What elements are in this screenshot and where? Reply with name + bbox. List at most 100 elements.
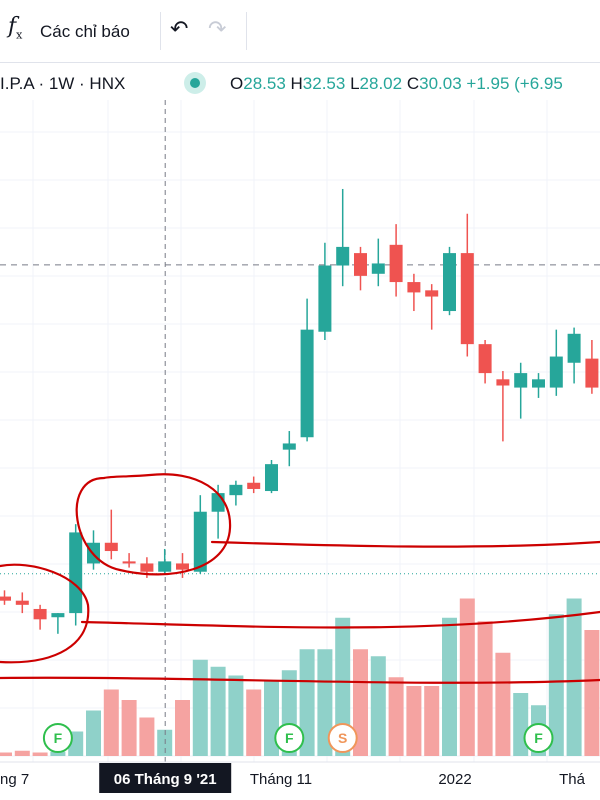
- candle-body: [104, 542, 118, 552]
- volume-bar: [477, 621, 493, 756]
- status-dot-icon: [184, 72, 206, 94]
- volume-bar: [32, 752, 48, 756]
- candle-body: [425, 290, 439, 297]
- x-tick-label: 2022: [438, 771, 471, 788]
- candle-body: [193, 511, 207, 572]
- open-key: O: [230, 74, 244, 93]
- volume-bar: [513, 693, 529, 756]
- candle-body: [282, 443, 296, 450]
- change-value: +1.95 (+6.95: [466, 74, 563, 93]
- event-marker-label: F: [54, 730, 63, 746]
- symbol-label[interactable]: I.P.A · 1W · HNX: [0, 74, 126, 93]
- volume-bar: [584, 630, 600, 756]
- toolbar-divider: [160, 12, 161, 50]
- candle-body: [176, 563, 189, 570]
- volume-bar: [246, 689, 262, 756]
- candle-body: [15, 600, 29, 605]
- candle-body: [265, 464, 278, 492]
- event-marker-icon: [327, 723, 358, 753]
- annotation-ellipse-mid: [75, 473, 232, 576]
- volume-bar: [139, 717, 155, 756]
- candle-body: [407, 282, 421, 293]
- candle-body: [318, 265, 332, 332]
- annotation-ellipse-left: [0, 563, 90, 664]
- toolbar-divider-2: [246, 12, 247, 50]
- event-marker-label: F: [285, 730, 294, 746]
- crosshair-label-bg: [99, 763, 232, 793]
- candle-body: [247, 482, 261, 489]
- volume-bar: [388, 677, 404, 756]
- volume-bar: [495, 652, 511, 756]
- close-value: 30.03: [419, 74, 462, 93]
- volume-bar: [175, 700, 190, 756]
- volume-bar: [566, 598, 582, 756]
- volume-series: [0, 598, 600, 756]
- candle-body: [460, 253, 474, 345]
- low-value: 28.02: [359, 74, 403, 93]
- candle-body: [532, 379, 545, 388]
- candle-body: [211, 493, 225, 512]
- low-key: L: [350, 74, 360, 93]
- annotation-line-2: [80, 610, 600, 629]
- volume-bar: [299, 649, 315, 756]
- annotation-line-3: [0, 676, 600, 684]
- candle-body: [514, 373, 528, 388]
- volume-bar: [210, 666, 226, 756]
- fx-icon[interactable]: fx: [8, 14, 22, 41]
- crosshair-date-label: 06 Tháng 9 '21: [114, 771, 217, 788]
- candle-body: [549, 356, 563, 388]
- candle-body: [496, 379, 510, 386]
- chart-toolbar: fx Các chỉ báo ↶ ↷: [0, 0, 600, 63]
- volume-bar: [459, 598, 475, 756]
- volume-bar: [548, 614, 564, 756]
- event-marker-label: S: [338, 730, 347, 746]
- volume-bar: [86, 710, 101, 756]
- volume-bar: [370, 656, 386, 756]
- volume-bar: [353, 649, 368, 756]
- fx-label: f: [8, 14, 17, 39]
- fx-sub: x: [16, 28, 23, 42]
- volume-bar: [103, 689, 119, 756]
- candle-body: [158, 561, 172, 572]
- hand-annotations: [0, 473, 600, 684]
- open-value: 28.53: [243, 74, 286, 93]
- candle-body: [585, 358, 599, 388]
- event-marker-icon: [42, 723, 73, 753]
- candle-body: [389, 244, 403, 283]
- ohlc-values: O28.53 H32.53 L28.02 C30.03 +1.95 (+6.95: [230, 74, 563, 94]
- candle-body: [478, 344, 492, 374]
- candle-body: [336, 246, 350, 266]
- candle-body: [567, 333, 581, 363]
- event-marker-icon: [523, 723, 554, 753]
- volume-bar: [424, 686, 440, 756]
- volume-bar: [0, 752, 12, 756]
- undo-icon[interactable]: ↶: [170, 16, 189, 41]
- volume-bar: [335, 617, 351, 756]
- candle-body: [371, 263, 385, 274]
- candle-body: [229, 484, 243, 496]
- redo-icon[interactable]: ↷: [208, 16, 227, 41]
- candle-body: [51, 613, 65, 618]
- volume-bar: [228, 675, 244, 756]
- x-tick-label: ng 7: [0, 771, 29, 788]
- candle-series: [0, 188, 599, 634]
- event-marker-label: F: [534, 730, 543, 746]
- volume-bar: [121, 700, 137, 756]
- volume-bar: [406, 686, 422, 756]
- candle-body: [140, 563, 154, 572]
- event-marker-icon: [274, 723, 305, 753]
- close-key: C: [406, 74, 420, 93]
- x-tick-label: Tháng 11: [250, 771, 312, 788]
- candle-body: [443, 253, 456, 312]
- annotation-line-1: [210, 540, 600, 548]
- volume-bar: [14, 750, 30, 756]
- candle-body: [300, 329, 314, 438]
- volume-bar: [442, 617, 457, 756]
- candle-body: [122, 561, 136, 564]
- volume-bar: [50, 751, 66, 756]
- candle-body: [354, 253, 367, 276]
- high-value: 32.53: [302, 74, 346, 93]
- indicators-button[interactable]: Các chỉ báo: [40, 22, 130, 41]
